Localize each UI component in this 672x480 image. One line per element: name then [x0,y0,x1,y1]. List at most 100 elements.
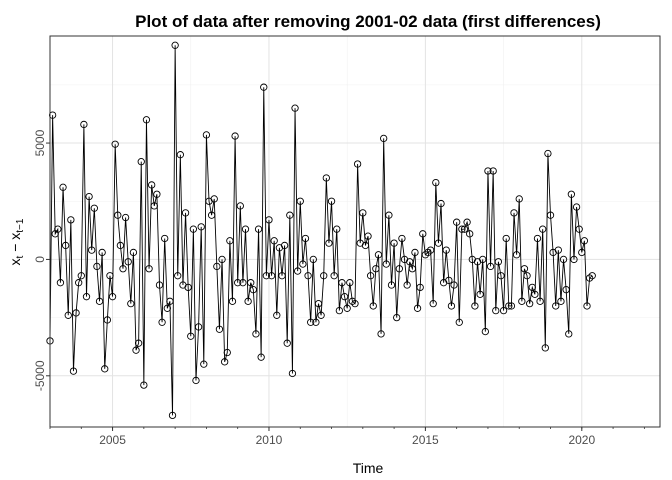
data-point [447,302,456,310]
data-point [234,279,242,287]
data-point [343,304,351,312]
data-point [197,223,205,231]
data-point [497,272,505,280]
data-point [403,281,411,289]
data-point [458,225,466,233]
y-axis: -5000 0 5000 [33,129,50,391]
data-point [322,174,330,182]
data-point [421,251,430,259]
data-point [353,160,362,168]
data-point [137,158,145,166]
data-point [171,41,179,49]
data-point [565,330,573,338]
data-point [546,211,555,219]
data-point [518,297,526,305]
data-point [539,225,547,233]
data-point [312,318,320,326]
data-point [124,258,132,266]
data-point [499,306,508,315]
data-point [77,272,85,280]
data-point [280,241,289,250]
data-point [390,239,398,247]
data-point [502,234,510,243]
data-point [507,302,516,310]
data-point [351,299,359,308]
data-point [419,230,427,238]
data-point [213,262,221,271]
data-point [340,293,349,301]
data-point [260,83,268,91]
data-point [434,239,443,247]
data-point [69,367,78,375]
data-point [333,225,341,233]
data-point [567,190,576,198]
data-point [385,211,393,219]
data-point [108,293,117,301]
data-point [134,339,143,347]
data-point [103,316,112,324]
data-point [432,178,440,187]
data-point [484,167,492,175]
data-point [239,279,247,287]
data-point [515,195,523,203]
data-point [557,297,565,305]
data-point [161,234,169,243]
data-point [158,318,166,326]
data-point [426,246,435,254]
data-point [583,302,591,310]
data-point [145,265,153,273]
data-point [194,323,203,331]
data-point [218,255,226,264]
data-point [174,272,182,280]
data-point [93,262,101,271]
data-point [309,255,317,264]
data-point [106,272,114,280]
data-point [236,202,244,210]
data-point [262,272,271,280]
data-point [85,192,93,201]
data-point [408,265,416,273]
data-point [520,265,529,273]
data-point [387,281,396,289]
data-point [221,358,229,366]
data-point [463,218,471,226]
data-point [327,197,336,205]
data-point [466,230,474,238]
data-point [580,237,589,245]
data-point [393,313,401,322]
data-point [494,258,503,266]
data-point [249,286,257,294]
data-point [189,225,198,233]
data-point [56,279,65,287]
data-point [127,299,135,308]
data-point [119,265,127,273]
x-tick-label: 2015 [412,433,439,447]
data-point [299,260,307,268]
data-point [442,246,450,254]
data-point [304,272,312,280]
data-point [554,246,562,254]
data-point [437,199,445,208]
data-point [307,318,315,326]
data-point [588,272,596,280]
data-point [168,411,177,420]
data-point [121,213,130,222]
data-point [531,290,539,298]
data-point [166,297,174,305]
data-point [377,330,385,338]
data-point [61,241,70,250]
series-line-group [49,45,593,416]
data-point [163,304,171,312]
data-point [411,248,419,257]
data-point [202,131,211,139]
data-point [481,327,489,336]
data-point [257,353,265,361]
data-point [75,279,83,287]
data-point [523,272,531,280]
data-point [301,234,310,243]
data-point [424,248,432,257]
data-point [72,309,80,317]
data-point [95,297,104,305]
y-tick-label: 0 [33,256,47,263]
data-point [471,302,479,310]
